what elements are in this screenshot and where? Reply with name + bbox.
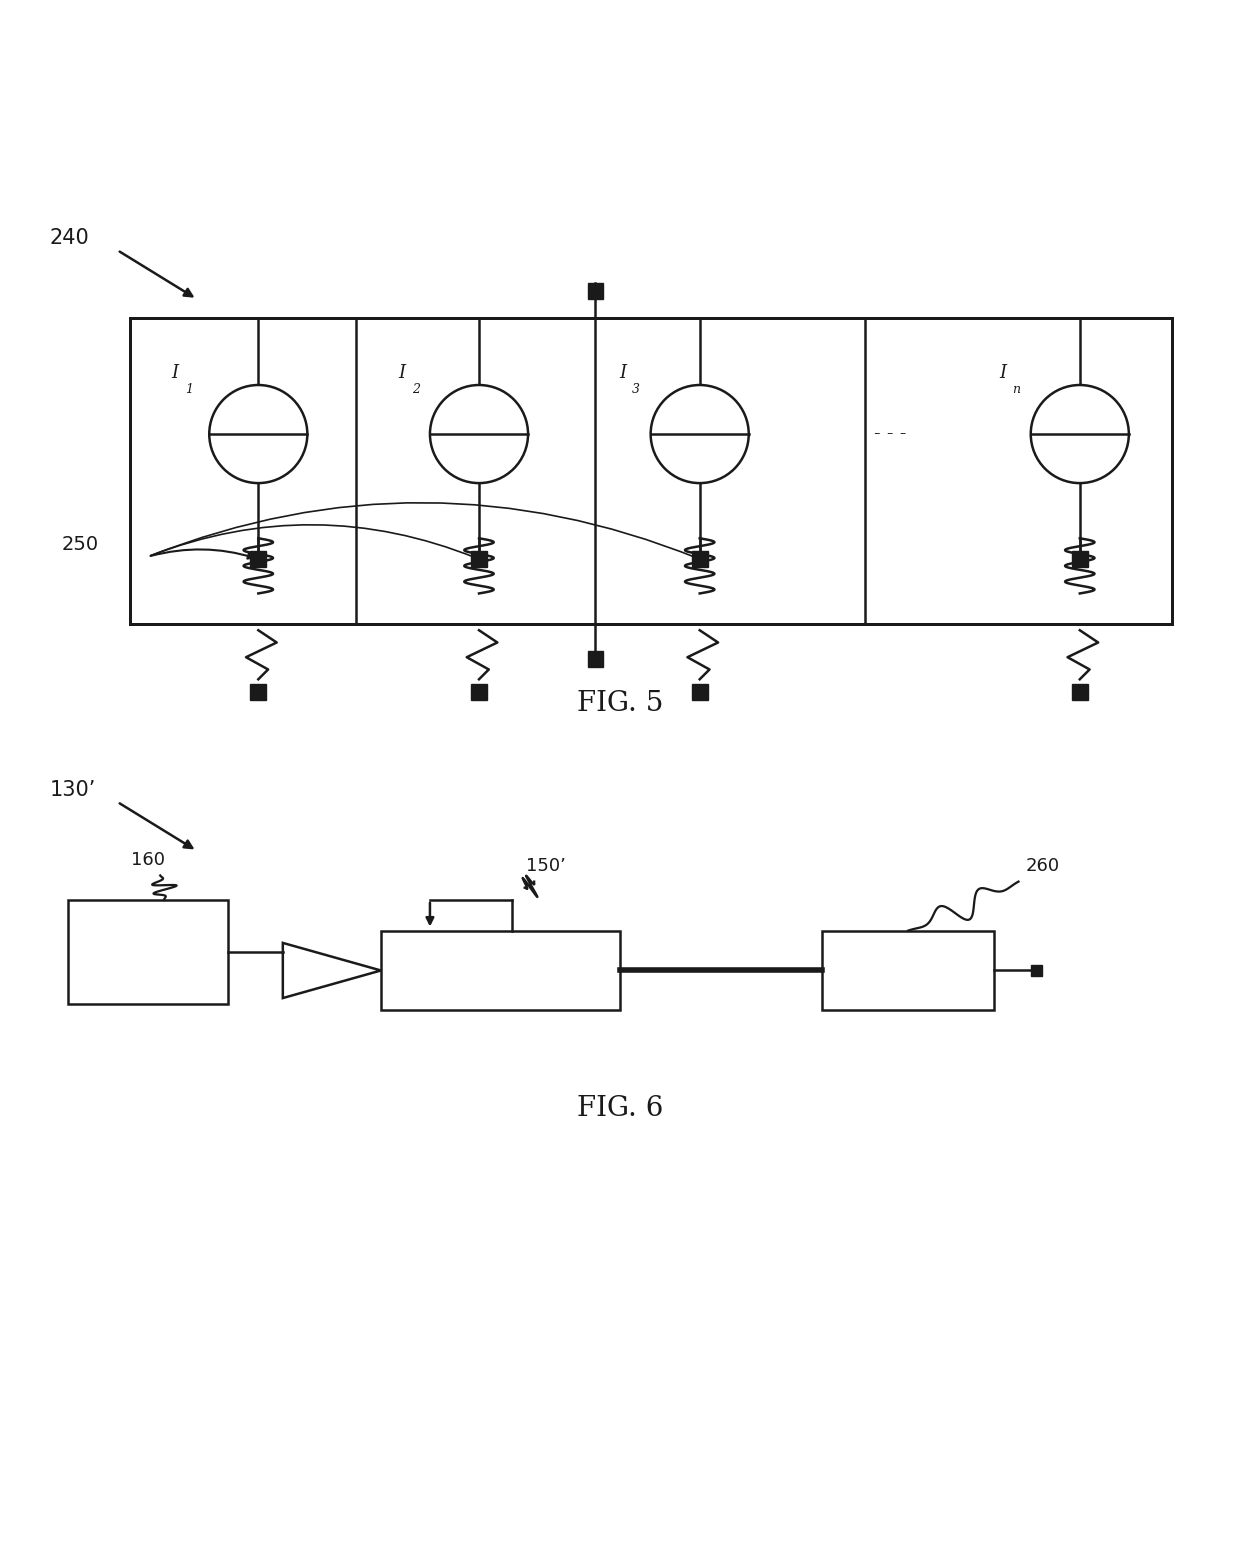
Bar: [471, 552, 487, 567]
Text: 1: 1: [185, 382, 192, 395]
Text: 240: 240: [50, 227, 89, 248]
Text: 260: 260: [1025, 857, 1060, 876]
Bar: [129, 318, 1172, 624]
Text: FIG. 6: FIG. 6: [577, 1095, 663, 1122]
Text: FIG. 5: FIG. 5: [577, 691, 663, 718]
Bar: [588, 650, 604, 668]
Text: 2: 2: [412, 382, 419, 395]
Text: 150’: 150’: [527, 857, 567, 876]
Text: I: I: [619, 364, 626, 382]
Bar: [588, 284, 604, 299]
Bar: [250, 683, 267, 699]
Text: 250: 250: [62, 534, 99, 553]
Bar: [1071, 552, 1087, 567]
Bar: [822, 931, 994, 1011]
Bar: [692, 683, 708, 699]
Text: I: I: [999, 364, 1006, 382]
Text: 160: 160: [131, 851, 165, 870]
Circle shape: [430, 385, 528, 483]
Text: I: I: [171, 364, 179, 382]
Text: n: n: [1012, 382, 1021, 395]
Circle shape: [651, 385, 749, 483]
Text: I: I: [398, 364, 405, 382]
Bar: [68, 899, 228, 1004]
Bar: [1071, 683, 1087, 699]
Bar: [381, 931, 620, 1011]
Text: 130’: 130’: [50, 780, 97, 799]
Text: 3: 3: [632, 382, 640, 395]
Circle shape: [1030, 385, 1128, 483]
Bar: [1032, 965, 1043, 976]
Circle shape: [210, 385, 308, 483]
Bar: [471, 683, 487, 699]
Text: - - -: - - -: [873, 425, 906, 443]
Bar: [250, 552, 267, 567]
Bar: [692, 552, 708, 567]
